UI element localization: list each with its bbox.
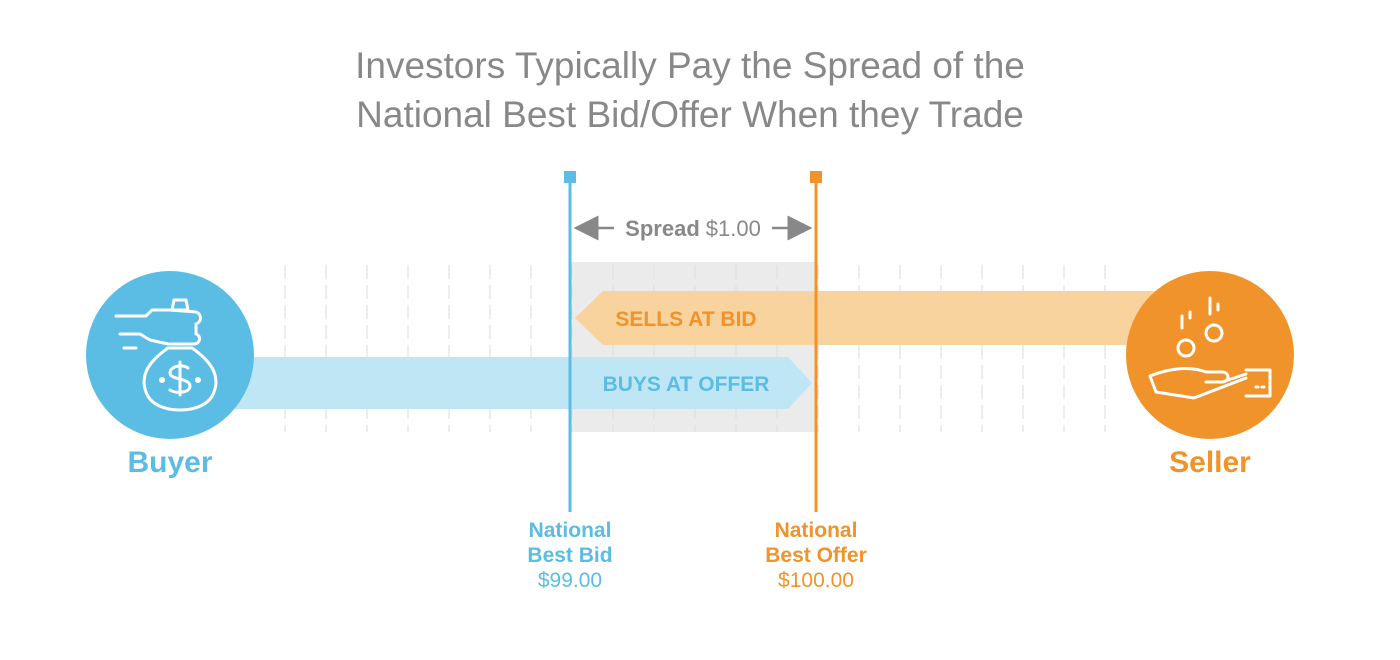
hand-coins-icon	[1148, 296, 1272, 400]
offer-label-line-2: Best Offer	[765, 544, 867, 567]
sells-at-bid-arrow	[575, 291, 1200, 345]
buys-at-offer-arrow	[200, 357, 812, 409]
offer-label-line-1: National	[775, 519, 858, 542]
offer-marker	[810, 171, 822, 183]
buyer-circle	[86, 271, 254, 439]
bid-label-line-2: Best Bid	[527, 544, 612, 567]
title-line-1: Investors Typically Pay the Spread of th…	[355, 45, 1025, 86]
bid-label-line-1: National	[529, 519, 612, 542]
offer-price: $100.00	[778, 569, 854, 592]
buys-at-offer-label: BUYS AT OFFER	[603, 373, 770, 396]
buyer-group: Buyer	[86, 271, 254, 479]
seller-group: Seller	[1126, 271, 1294, 479]
seller-circle	[1126, 271, 1294, 439]
sells-at-bid-label: SELLS AT BID	[615, 308, 756, 331]
buyer-label: Buyer	[127, 446, 212, 479]
bid-price: $99.00	[538, 569, 602, 592]
seller-label: Seller	[1169, 446, 1251, 479]
spread-label: Spread $1.00	[625, 216, 761, 241]
hand-money-bag-icon	[114, 298, 218, 412]
bid-marker	[564, 171, 576, 183]
title-line-2: National Best Bid/Offer When they Trade	[356, 94, 1024, 135]
